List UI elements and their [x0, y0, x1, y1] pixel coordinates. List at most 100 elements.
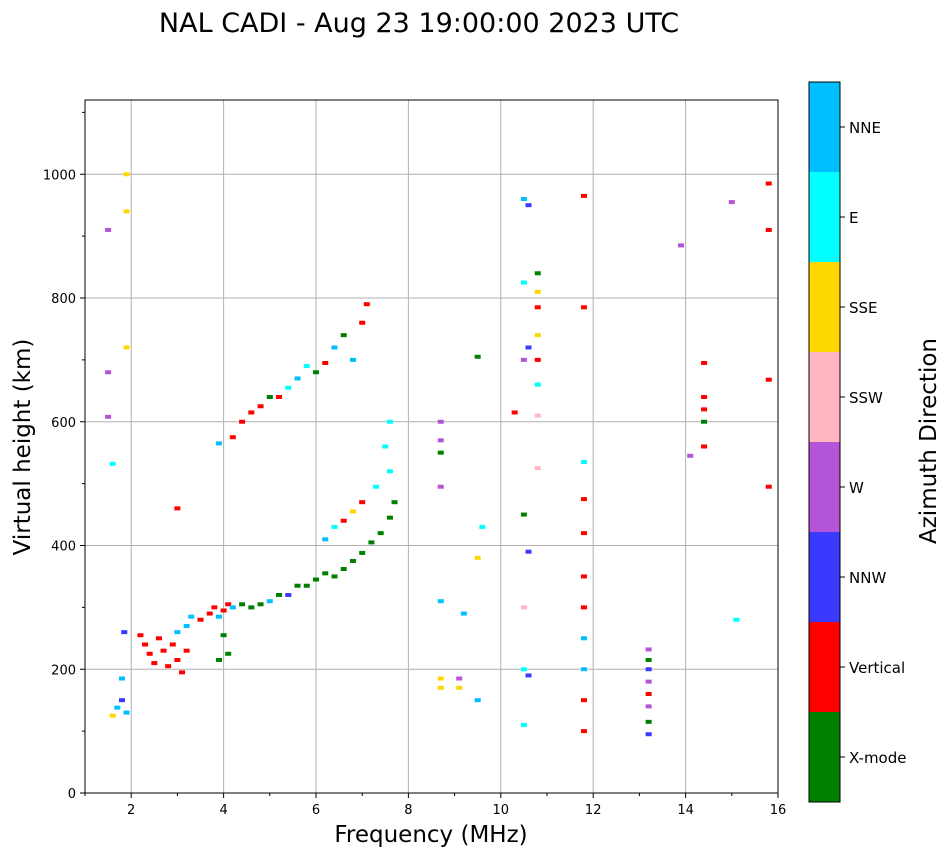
echo-point — [534, 466, 541, 471]
echo-point — [534, 289, 541, 294]
echo-point — [580, 698, 587, 703]
echo-point — [248, 605, 255, 610]
echo-point — [386, 469, 393, 474]
x-tick-label: 6 — [312, 803, 320, 818]
echo-point — [174, 630, 181, 635]
echo-point — [123, 172, 130, 177]
x-tick-label: 4 — [219, 803, 227, 818]
echo-point — [701, 407, 708, 412]
echo-point — [340, 567, 347, 572]
echo-point — [225, 651, 232, 656]
colorbar-segment — [809, 172, 840, 262]
colorbar-category-label: SSW — [849, 389, 883, 407]
echo-point — [285, 385, 292, 390]
x-tick-label: 16 — [770, 803, 787, 818]
echo-point — [105, 227, 112, 232]
echo-point — [359, 500, 366, 505]
plot-area: 2 4 6 8 10 12 14 16 0 200 400 600 800 1000 — [43, 99, 787, 818]
echo-point — [206, 611, 213, 616]
colorbar-segment — [809, 352, 840, 442]
echo-point — [197, 617, 204, 622]
echo-point — [534, 382, 541, 387]
echo-point — [645, 667, 652, 672]
echo-point — [580, 729, 587, 734]
echo-point — [331, 574, 338, 579]
echo-point — [123, 209, 130, 214]
echo-point — [645, 657, 652, 662]
echo-point — [460, 611, 467, 616]
echo-point — [294, 376, 301, 381]
echo-point — [303, 583, 310, 588]
echo-point — [701, 360, 708, 365]
x-tick-label: 12 — [585, 803, 602, 818]
echo-point — [160, 648, 167, 653]
echo-point — [155, 636, 162, 641]
colorbar-label: Azimuth Direction — [916, 338, 942, 544]
echo-point — [349, 509, 356, 514]
echo-point — [215, 614, 222, 619]
echo-point — [123, 345, 130, 350]
echo-point — [257, 404, 264, 409]
echo-point — [215, 657, 222, 662]
echo-point — [285, 593, 292, 597]
y-tick-label: 1000 — [43, 168, 76, 183]
colorbar-category-label: NNW — [849, 569, 886, 587]
colorbar-category-label: SSE — [849, 299, 878, 317]
echo-point — [340, 333, 347, 338]
x-tick-label: 14 — [677, 803, 694, 818]
echo-point — [123, 710, 130, 715]
echo-point — [363, 302, 370, 307]
echo-point — [248, 410, 255, 415]
echo-point — [266, 395, 273, 399]
x-tick-label: 8 — [404, 803, 412, 818]
echo-point — [391, 500, 398, 505]
echo-point — [174, 657, 181, 662]
echo-point — [359, 550, 366, 555]
echo-point — [105, 370, 112, 375]
echo-point — [733, 617, 740, 622]
colorbar-category-label: W — [849, 479, 864, 497]
colorbar-frame — [808, 81, 841, 803]
echo-point — [142, 642, 149, 647]
echo-point — [534, 357, 541, 362]
echo-point — [580, 531, 587, 536]
echo-point — [479, 524, 486, 529]
echo-point — [276, 593, 283, 597]
echo-point — [239, 602, 246, 607]
echo-point — [386, 515, 393, 520]
echo-point — [645, 704, 652, 709]
echo-point — [118, 698, 125, 703]
echo-point — [303, 364, 310, 369]
echo-point — [109, 461, 116, 466]
echo-point — [146, 651, 153, 656]
echo-point — [220, 608, 227, 613]
echo-point — [534, 333, 541, 338]
echo-point — [225, 602, 232, 607]
echo-point — [121, 630, 128, 635]
echo-point — [437, 676, 444, 681]
echo-point — [474, 354, 481, 359]
echo-point — [645, 719, 652, 724]
echo-point — [525, 549, 532, 554]
x-axis-ticks: 2 4 6 8 10 12 14 16 — [84, 793, 787, 818]
colorbar-segment — [809, 622, 840, 712]
echo-point — [520, 512, 527, 517]
y-axis-label: Virtual height (km) — [10, 339, 36, 556]
echo-point — [677, 243, 684, 248]
echo-point — [701, 444, 708, 449]
echo-point — [580, 459, 587, 464]
echo-point — [437, 450, 444, 455]
echo-point — [580, 667, 587, 672]
y-axis-ticks: 0 200 400 600 800 1000 — [43, 111, 85, 802]
echo-point — [520, 197, 527, 201]
echo-point — [313, 370, 319, 375]
echo-point — [114, 705, 121, 710]
echo-point — [377, 531, 384, 536]
echo-point — [183, 623, 190, 628]
echo-point — [474, 698, 481, 703]
echo-point — [645, 647, 652, 652]
echo-point — [276, 395, 283, 399]
echo-point — [322, 571, 329, 576]
echo-point — [520, 357, 527, 362]
